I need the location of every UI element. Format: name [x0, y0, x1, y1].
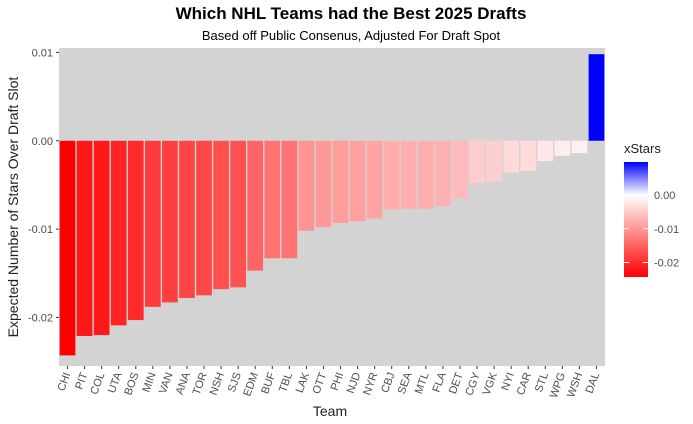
y-axis: 0.01 0.00 -0.01 -0.02: [28, 47, 59, 324]
bar-sjs: [230, 140, 247, 288]
x-tick-label: MTL: [413, 371, 432, 396]
bar-nyr: [366, 140, 383, 219]
x-tick-label: WSH: [565, 371, 585, 399]
y-axis-title: Expected Number of Stars Over Draft Slot: [5, 77, 21, 338]
y-tick-label: 0.00: [32, 136, 53, 148]
x-tick-label: OTT: [310, 371, 329, 396]
x-tick-label: EDM: [241, 371, 261, 398]
y-tick-label: -0.01: [28, 224, 53, 236]
bar-col: [93, 140, 110, 336]
bar-chi: [59, 140, 76, 356]
x-tick-label: DAL: [584, 371, 603, 395]
bar-uta: [110, 140, 127, 326]
legend: xStars 0.00 -0.01 -0.02: [624, 141, 679, 277]
x-tick-label: NJD: [345, 371, 364, 395]
y-tick-label: 0.01: [32, 47, 53, 59]
x-tick-label: LAK: [294, 370, 313, 394]
x-axis-title: Team: [313, 403, 347, 419]
bar-cgy: [469, 140, 485, 184]
bar-tbl: [281, 140, 298, 259]
bars-group: [59, 54, 605, 356]
bar-vgk: [486, 140, 502, 182]
legend-tick-label: 0.00: [654, 190, 675, 202]
bar-pit: [76, 140, 93, 336]
x-tick-label: CAR: [515, 371, 534, 397]
x-tick-label: TBL: [277, 371, 295, 394]
bar-buf: [264, 140, 281, 259]
bar-nsh: [213, 140, 229, 290]
bar-lak: [298, 140, 315, 231]
x-tick-label: BUF: [259, 371, 278, 396]
bar-mtl: [418, 140, 434, 209]
y-tick-label: -0.02: [28, 312, 53, 324]
chart-subtitle: Based off Public Consenus, Adjusted For …: [202, 28, 501, 43]
bar-det: [452, 140, 468, 199]
x-tick-label: MIN: [140, 371, 158, 394]
bar-dal: [588, 54, 605, 141]
bar-van: [162, 140, 178, 303]
x-tick-label: SJS: [226, 371, 244, 394]
x-tick-label: NYR: [361, 371, 380, 397]
bar-cbj: [383, 140, 400, 210]
bar-sea: [400, 140, 417, 209]
bar-wpg: [554, 140, 571, 156]
bar-stl: [537, 140, 554, 162]
legend-tick-label: -0.01: [654, 224, 679, 236]
legend-tick-label: -0.02: [654, 257, 679, 269]
x-tick-label: PHI: [329, 371, 347, 392]
bar-nyi: [503, 140, 520, 173]
x-tick-label: STL: [533, 371, 551, 394]
chart-title: Which NHL Teams had the Best 2025 Drafts: [176, 4, 527, 23]
x-tick-label: CBJ: [379, 371, 397, 395]
bar-wsh: [571, 140, 588, 154]
x-axis: CHI PITCOLUTABOSMINVANANATORNSHSJSEDMBUFT…: [56, 366, 603, 400]
legend-colorbar: [624, 162, 648, 277]
x-tick-label: COL: [88, 371, 107, 396]
x-tick-label: VGK: [481, 370, 500, 397]
x-tick-label: PIT: [73, 371, 90, 391]
legend-ticks: 0.00 -0.01 -0.02: [624, 190, 679, 269]
bar-bos: [127, 140, 144, 321]
x-tick-label: NSH: [208, 371, 227, 397]
bar-njd: [349, 140, 366, 222]
bar-ott: [315, 140, 332, 228]
bar-car: [520, 140, 537, 171]
x-tick-label: NYI: [499, 371, 517, 392]
x-tick-label: FLA: [431, 370, 449, 394]
x-tick-label: CHI: [56, 371, 74, 393]
x-tick-label: BOS: [122, 371, 141, 397]
bar-ana: [179, 140, 195, 298]
bar-tor: [196, 140, 212, 296]
bar-phi: [332, 140, 349, 223]
bar-edm: [247, 140, 264, 271]
bar-fla: [435, 140, 451, 207]
legend-title: xStars: [624, 141, 661, 156]
bar-min: [145, 140, 161, 307]
